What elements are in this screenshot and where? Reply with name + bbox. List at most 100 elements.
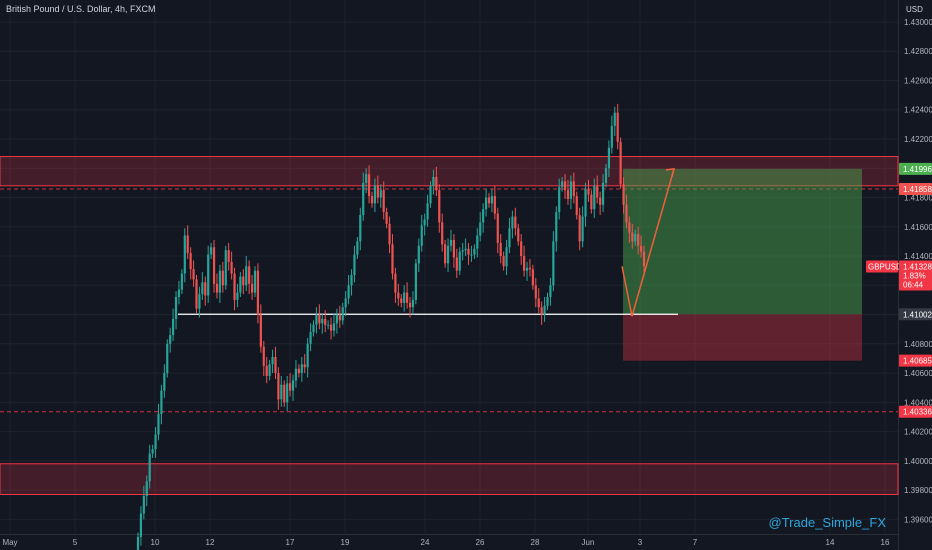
candle-body <box>373 185 377 204</box>
price-tick-label: 1.42400 <box>904 106 932 115</box>
candle-body <box>581 216 584 242</box>
current-price-text: 1.41328 <box>903 263 932 272</box>
candle-body <box>452 239 455 258</box>
candle-body <box>487 197 491 204</box>
candle-body <box>248 266 251 284</box>
candle-body <box>148 453 151 482</box>
candle-body <box>151 449 154 454</box>
candle-body <box>458 251 461 271</box>
candle-body <box>365 174 368 183</box>
candle-body <box>204 282 207 296</box>
symbol-badge-text: GBPUSD <box>868 263 902 272</box>
candle-body <box>332 323 336 331</box>
candle-body <box>312 324 315 333</box>
candle-body <box>467 248 470 255</box>
candle-body <box>192 269 195 280</box>
time-tick-label: 3 <box>638 538 643 547</box>
candle-body <box>271 356 274 365</box>
candle-body <box>528 267 532 270</box>
candle-body <box>221 270 224 286</box>
candle-body <box>318 314 321 324</box>
candle-body <box>210 247 213 255</box>
time-tick-label: 28 <box>531 538 540 547</box>
profit-zone <box>623 168 862 315</box>
price-label-badge <box>899 308 932 321</box>
price-tick-label: 1.40600 <box>904 369 932 378</box>
candle-body <box>552 241 555 286</box>
candle-body <box>537 298 540 308</box>
candle-body <box>587 188 590 195</box>
candle-body <box>280 384 283 400</box>
time-tick-label: 19 <box>341 538 350 547</box>
candle-body <box>253 270 257 293</box>
watermark: @Trade_Simple_FX <box>768 515 886 530</box>
candle-body <box>604 168 608 183</box>
candle-body <box>517 228 520 242</box>
candle-body <box>637 234 640 246</box>
candle-body <box>212 247 216 284</box>
candle-body <box>169 335 172 344</box>
time-tick-label: 26 <box>476 538 485 547</box>
candle-body <box>344 298 347 308</box>
candle-body <box>502 256 505 267</box>
candle-body <box>444 244 447 264</box>
time-tick-label: 10 <box>151 538 160 547</box>
candle-body <box>309 332 312 344</box>
candle-body <box>294 368 298 381</box>
projection-arrowhead <box>665 167 675 178</box>
candle-body <box>423 219 426 226</box>
candle-body <box>233 273 236 300</box>
candle-body <box>297 368 300 374</box>
time-tick-label: 24 <box>421 538 430 547</box>
candle-body <box>561 181 564 188</box>
candle-body <box>476 235 479 249</box>
candle-body <box>174 296 178 319</box>
price-tick-label: 1.42200 <box>904 135 932 144</box>
price-label-text: 1.40685 <box>903 357 932 366</box>
candle-body <box>136 536 140 550</box>
candle-body <box>590 194 593 210</box>
candle-body <box>172 318 175 336</box>
price-tick-label: 1.41600 <box>904 223 932 232</box>
projection-arrow <box>621 168 675 317</box>
candle-body <box>628 222 631 233</box>
symbol-title[interactable]: British Pound / U.S. Dollar, 4h, FXCM <box>6 4 156 14</box>
candle-body <box>183 235 186 274</box>
candle-body <box>341 307 344 321</box>
candle-body <box>505 247 508 267</box>
candle-body <box>619 141 622 185</box>
time-tick-label: 17 <box>286 538 295 547</box>
candle-body <box>382 190 385 213</box>
candle-body <box>286 383 289 403</box>
candle-body <box>593 185 596 210</box>
price-label-text: 1.40336 <box>903 408 932 417</box>
price-tick-label: 1.40000 <box>904 457 932 466</box>
candle-body <box>321 318 324 324</box>
candle-body <box>546 296 549 306</box>
candle-body <box>584 188 587 217</box>
candle-body <box>601 182 605 205</box>
candle-body <box>499 242 502 257</box>
candle-body <box>610 125 613 148</box>
candle-body <box>250 283 254 293</box>
candle-body <box>543 305 546 315</box>
price-tick-label: 1.43000 <box>904 18 932 27</box>
candle-body <box>300 364 303 374</box>
candle-body <box>180 273 183 290</box>
candle-body <box>256 270 260 315</box>
candle-body <box>160 390 163 415</box>
candle-body <box>189 253 192 270</box>
candle-body <box>291 380 295 391</box>
candle-body <box>335 314 338 324</box>
candle-body <box>163 373 166 391</box>
candle-body <box>391 244 394 274</box>
candle-body <box>388 223 391 245</box>
candle-body <box>379 190 382 198</box>
candle-body <box>259 314 262 347</box>
price-label-text: 1.41996 <box>903 165 932 174</box>
candle-body <box>356 241 359 255</box>
candle-body <box>578 215 581 242</box>
candle-body <box>599 197 602 205</box>
